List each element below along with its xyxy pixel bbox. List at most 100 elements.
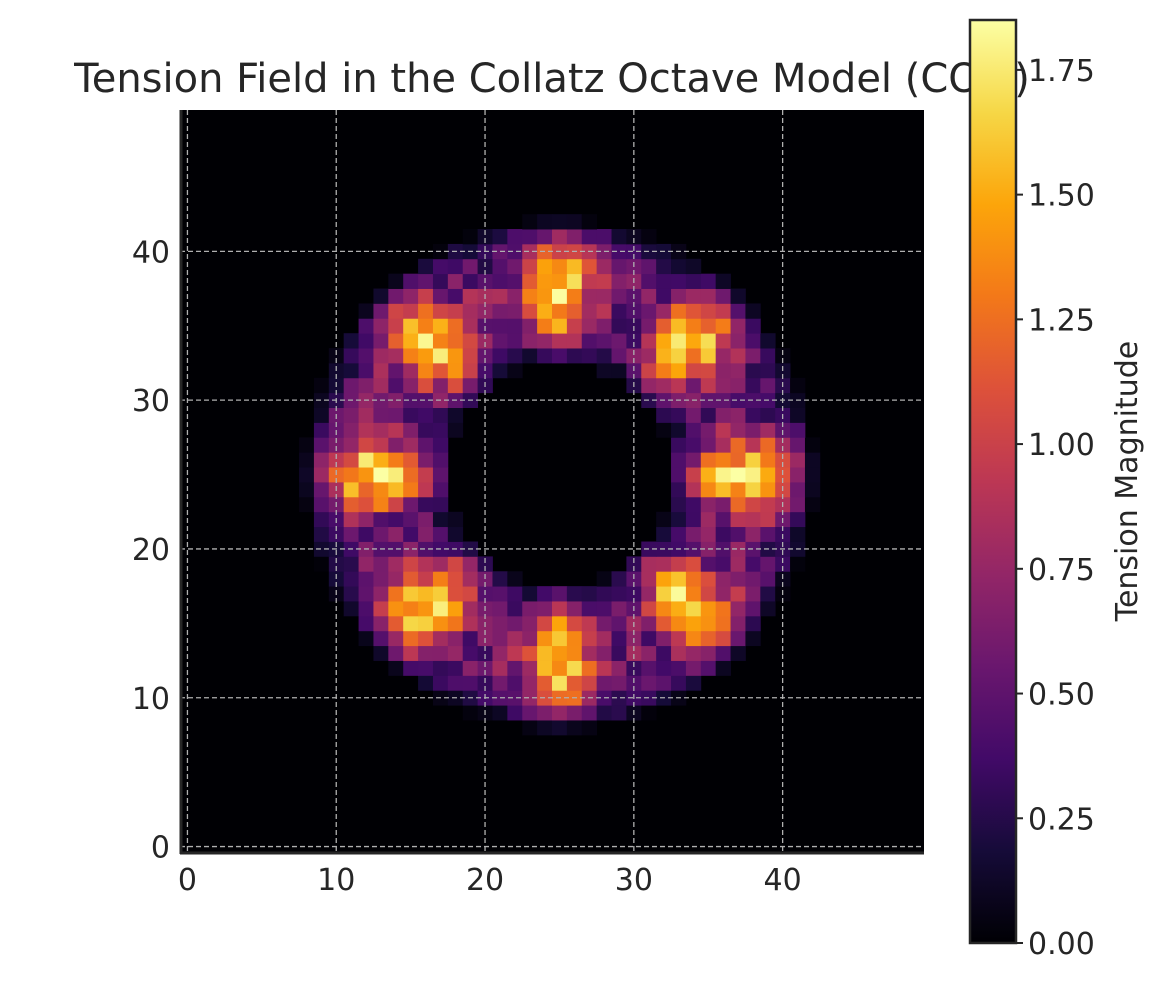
heatmap-cell	[343, 586, 359, 602]
heatmap-cell	[432, 571, 449, 587]
heatmap-cell	[388, 437, 404, 453]
heatmap-cell	[418, 556, 434, 572]
heatmap-cell	[388, 452, 404, 468]
heatmap-cell	[685, 660, 702, 676]
heatmap-cell	[715, 511, 731, 528]
heatmap-cell	[418, 586, 434, 602]
heatmap-cell	[447, 586, 464, 602]
heatmap-cell	[388, 526, 404, 542]
heatmap-cell	[804, 437, 821, 453]
heatmap-cell	[730, 482, 746, 498]
heatmap-cell	[715, 333, 731, 349]
heatmap-cell	[343, 482, 359, 498]
heatmap-cell	[403, 273, 419, 289]
heatmap-cell	[760, 482, 776, 498]
heatmap-cell	[626, 675, 642, 691]
heatmap-cell	[596, 630, 612, 647]
heatmap-cell	[760, 601, 776, 617]
heatmap-cell	[537, 258, 553, 275]
heatmap-cell	[462, 318, 478, 334]
heatmap-cell	[790, 556, 806, 572]
heatmap-cell	[730, 362, 746, 379]
x-tick-label: 0	[178, 863, 197, 898]
heatmap-cell	[537, 675, 553, 691]
heatmap-cell	[418, 496, 434, 513]
heatmap-cell	[730, 377, 746, 394]
colorbar-tick-label: 0.50	[1028, 678, 1095, 713]
heatmap-cell	[432, 586, 449, 602]
heatmap-cell	[790, 526, 806, 542]
heatmap-cell	[343, 526, 359, 542]
heatmap-cell	[403, 615, 419, 632]
heatmap-cell	[730, 601, 746, 617]
heatmap-cell	[566, 333, 583, 349]
heatmap-cell	[522, 273, 538, 289]
heatmap-cell	[403, 362, 419, 379]
heatmap-cell	[418, 407, 434, 423]
heatmap-cell	[685, 333, 702, 349]
heatmap-cell	[566, 214, 583, 230]
heatmap-cell	[358, 333, 374, 349]
heatmap-cell	[507, 333, 523, 349]
heatmap-cell	[462, 705, 478, 721]
heatmap-cell	[775, 556, 791, 572]
heatmap-cell	[418, 571, 434, 587]
heatmap-cell	[432, 601, 449, 617]
heatmap-cell	[596, 303, 612, 319]
heatmap-cell	[447, 645, 464, 661]
heatmap-cell	[403, 601, 419, 617]
heatmap-cell	[685, 556, 702, 572]
heatmap-cell	[552, 273, 568, 289]
heatmap-cell	[671, 362, 687, 379]
heatmap-cell	[462, 675, 478, 691]
heatmap-cell	[685, 630, 702, 647]
colorbar-tick-label: 1.25	[1028, 303, 1095, 338]
heatmap-cell	[671, 348, 687, 364]
heatmap-cell	[358, 437, 374, 453]
heatmap-cell	[418, 437, 434, 453]
heatmap-cell	[373, 571, 389, 587]
x-axis-ticks: 0 10 20 30 40	[178, 863, 802, 898]
heatmap-cell	[537, 273, 553, 289]
heatmap-cell	[507, 571, 523, 587]
heatmap-cell	[745, 407, 761, 423]
heatmap-cell	[700, 377, 717, 394]
heatmap-cell	[432, 437, 449, 453]
heatmap-cell	[715, 467, 731, 483]
grid-lines	[180, 110, 924, 854]
heatmap-cell	[388, 541, 404, 557]
x-tick-label: 10	[317, 863, 355, 898]
heatmap-cell	[641, 615, 657, 632]
heatmap-cell	[671, 273, 687, 289]
heatmap-cell	[566, 660, 583, 676]
heatmap-cell	[685, 496, 702, 513]
heatmap-cell	[447, 556, 464, 572]
heatmap-cell	[715, 362, 731, 379]
heatmap-cell	[313, 526, 330, 542]
heatmap-cell	[418, 660, 434, 676]
heatmap-cell	[418, 482, 434, 498]
heatmap-cell	[700, 601, 717, 617]
heatmap-cell	[715, 526, 731, 542]
heatmap-cell	[715, 482, 731, 498]
heatmap-cell	[358, 482, 374, 498]
heatmap-cell	[462, 229, 478, 245]
heatmap-cell	[596, 571, 612, 587]
heatmap-cell	[522, 288, 538, 304]
heatmap-cell	[581, 288, 598, 304]
heatmap-cell	[522, 258, 538, 275]
heatmap-cell	[447, 318, 464, 334]
heatmap-cell	[626, 333, 642, 349]
heatmap-cell	[522, 303, 538, 319]
heatmap-cell	[418, 303, 434, 319]
heatmap-cell	[700, 318, 717, 334]
heatmap-cell	[730, 645, 746, 661]
heatmap-cell	[388, 362, 404, 379]
heatmap-cell	[477, 348, 493, 364]
heatmap-cell	[358, 407, 374, 423]
heatmap-cell	[581, 586, 598, 602]
heatmap-cell	[790, 407, 806, 423]
colorbar-tick-label: 0.75	[1028, 553, 1095, 588]
heatmap-cell	[611, 229, 627, 245]
heatmap-cell	[790, 496, 806, 513]
